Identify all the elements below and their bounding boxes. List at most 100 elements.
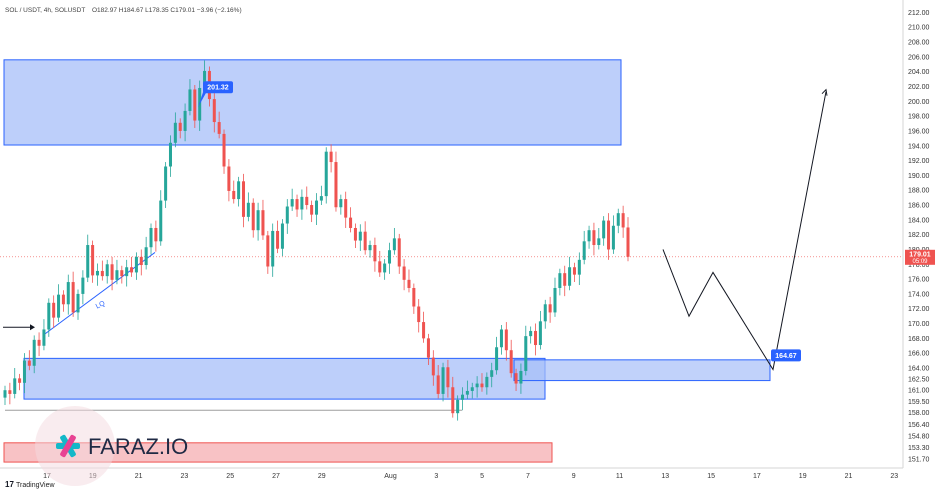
candle-body[interactable] bbox=[300, 196, 304, 210]
candle-body[interactable] bbox=[339, 199, 343, 208]
candle-body[interactable] bbox=[412, 287, 416, 307]
candle-body[interactable] bbox=[470, 387, 474, 391]
candle-body[interactable] bbox=[543, 304, 547, 322]
candle-body[interactable] bbox=[76, 293, 80, 313]
candle-body[interactable] bbox=[168, 142, 172, 167]
candle-body[interactable] bbox=[290, 199, 294, 207]
candle-body[interactable] bbox=[203, 70, 207, 88]
candle-body[interactable] bbox=[475, 383, 479, 388]
candle-body[interactable] bbox=[32, 339, 36, 366]
candle-body[interactable] bbox=[246, 202, 250, 217]
candle-body[interactable] bbox=[334, 162, 338, 208]
candle-body[interactable] bbox=[130, 267, 134, 273]
price-axis[interactable]: 212.00 210.00 208.00 206.00 204.00 202.00 200.… bbox=[908, 10, 930, 464]
candle-body[interactable] bbox=[285, 206, 289, 224]
candle-body[interactable] bbox=[81, 277, 85, 294]
candle-body[interactable] bbox=[100, 270, 104, 277]
candle-body[interactable] bbox=[237, 181, 241, 200]
candle-body[interactable] bbox=[485, 376, 489, 388]
candle-body[interactable] bbox=[95, 270, 99, 276]
candle-body[interactable] bbox=[42, 329, 46, 346]
candle-body[interactable] bbox=[344, 199, 348, 218]
candle-body[interactable] bbox=[383, 263, 387, 273]
candle-body[interactable] bbox=[149, 227, 153, 248]
candle-body[interactable] bbox=[217, 122, 221, 134]
candle-body[interactable] bbox=[597, 238, 601, 246]
candle-body[interactable] bbox=[261, 210, 265, 236]
candle-body[interactable] bbox=[568, 267, 572, 286]
candle-body[interactable] bbox=[451, 387, 455, 414]
candle-body[interactable] bbox=[61, 294, 65, 305]
candle-body[interactable] bbox=[139, 256, 143, 266]
candle-body[interactable] bbox=[57, 294, 61, 318]
candle-body[interactable] bbox=[305, 196, 309, 206]
candle-body[interactable] bbox=[232, 190, 236, 200]
candle-body[interactable] bbox=[490, 370, 494, 377]
candle-body[interactable] bbox=[314, 200, 319, 215]
candle-body[interactable] bbox=[266, 235, 270, 267]
candle-body[interactable] bbox=[110, 264, 114, 280]
candle-body[interactable] bbox=[402, 266, 406, 280]
candle-body[interactable] bbox=[417, 306, 421, 323]
candle-body[interactable] bbox=[134, 256, 138, 273]
candle-body[interactable] bbox=[480, 383, 484, 388]
candle-body[interactable] bbox=[407, 279, 411, 288]
candle-body[interactable] bbox=[125, 267, 129, 277]
candle-body[interactable] bbox=[616, 213, 620, 226]
candle-body[interactable] bbox=[188, 89, 192, 111]
candle-body[interactable] bbox=[456, 399, 460, 414]
candle-body[interactable] bbox=[558, 273, 562, 288]
candle-body[interactable] bbox=[276, 230, 280, 249]
candle-body[interactable] bbox=[353, 227, 357, 241]
candle-body[interactable] bbox=[280, 223, 284, 249]
candle-body[interactable] bbox=[105, 264, 109, 277]
candle-body[interactable] bbox=[256, 210, 260, 231]
candle-body[interactable] bbox=[373, 245, 377, 262]
candle-body[interactable] bbox=[164, 166, 168, 201]
candle-body[interactable] bbox=[154, 227, 158, 242]
candle-body[interactable] bbox=[173, 122, 177, 143]
candle-body[interactable] bbox=[47, 302, 51, 330]
candle-body[interactable] bbox=[222, 133, 226, 167]
candle-body[interactable] bbox=[572, 267, 576, 275]
candle-body[interactable] bbox=[587, 230, 591, 242]
candle-body[interactable] bbox=[358, 231, 362, 241]
candle-body[interactable] bbox=[548, 304, 552, 313]
candle-body[interactable] bbox=[271, 230, 275, 267]
candle-body[interactable] bbox=[509, 350, 513, 374]
candle-body[interactable] bbox=[621, 213, 625, 228]
candle-body[interactable] bbox=[324, 151, 328, 197]
candle-body[interactable] bbox=[397, 238, 401, 267]
candle-body[interactable] bbox=[227, 166, 231, 191]
candle-body[interactable] bbox=[499, 329, 503, 348]
candle-body[interactable] bbox=[563, 273, 567, 286]
candle-body[interactable] bbox=[178, 122, 182, 131]
candle-body[interactable] bbox=[71, 282, 75, 313]
candle-body[interactable] bbox=[626, 227, 630, 257]
candle-body[interactable] bbox=[465, 390, 469, 395]
candle-body[interactable] bbox=[436, 375, 440, 394]
candle-body[interactable] bbox=[241, 181, 246, 217]
candle-body[interactable] bbox=[120, 270, 124, 277]
candle-body[interactable] bbox=[115, 270, 119, 280]
candle-body[interactable] bbox=[3, 390, 7, 398]
candle-body[interactable] bbox=[607, 220, 611, 250]
candle-body[interactable] bbox=[212, 99, 216, 123]
candle-body[interactable] bbox=[529, 330, 533, 337]
candle-body[interactable] bbox=[86, 245, 90, 278]
candle-body[interactable] bbox=[363, 231, 367, 251]
candle-body[interactable] bbox=[144, 247, 148, 266]
candle-body[interactable] bbox=[18, 378, 22, 383]
candle-body[interactable] bbox=[519, 370, 523, 384]
candle-body[interactable] bbox=[422, 322, 426, 339]
candle-body[interactable] bbox=[534, 330, 538, 346]
candle-body[interactable] bbox=[602, 220, 606, 239]
candles[interactable] bbox=[3, 60, 630, 421]
candle-body[interactable] bbox=[611, 225, 615, 250]
candle-body[interactable] bbox=[198, 87, 202, 121]
candle-body[interactable] bbox=[514, 373, 518, 384]
candle-body[interactable] bbox=[66, 282, 70, 305]
time-axis[interactable]: 17192123252729Aug357911131517192123 bbox=[43, 473, 898, 480]
candle-body[interactable] bbox=[8, 390, 12, 394]
